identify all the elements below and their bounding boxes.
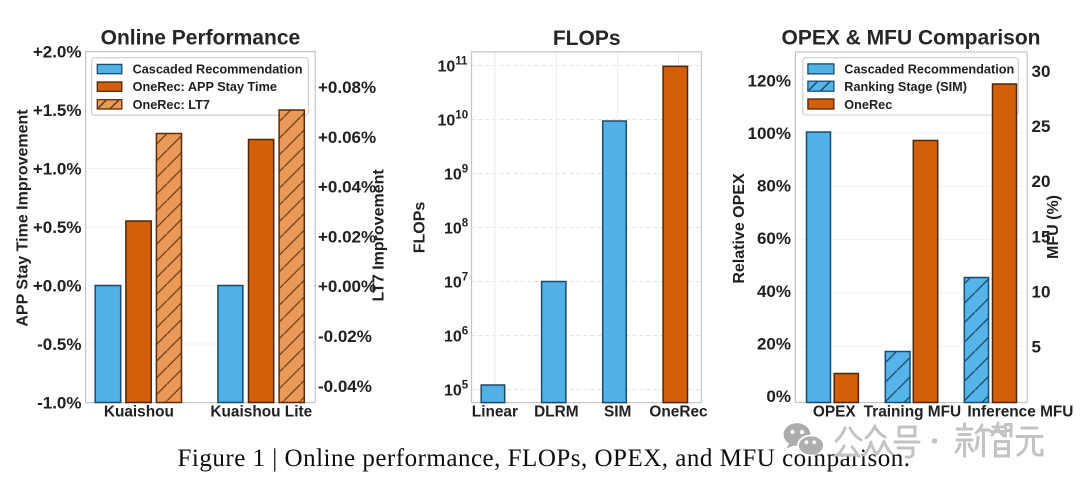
svg-text:Kuaishou Lite: Kuaishou Lite xyxy=(210,404,312,421)
svg-text:-0.5%: -0.5% xyxy=(37,335,81,354)
svg-text:25: 25 xyxy=(1032,117,1051,136)
svg-text:Online Performance: Online Performance xyxy=(101,26,301,49)
svg-text:20%: 20% xyxy=(757,334,791,353)
svg-text:+1.0%: +1.0% xyxy=(33,160,82,179)
svg-text:OPEX & MFU Comparison: OPEX & MFU Comparison xyxy=(781,26,1040,49)
svg-text:+0.02%: +0.02% xyxy=(318,227,376,246)
svg-text:OneRec: APP Stay Time: OneRec: APP Stay Time xyxy=(133,80,277,94)
svg-text:-0.04%: -0.04% xyxy=(318,377,372,396)
svg-text:FLOPs: FLOPs xyxy=(412,202,429,254)
svg-text:DLRM: DLRM xyxy=(534,404,578,421)
svg-text:OneRec: OneRec xyxy=(649,404,708,421)
svg-text:SIM: SIM xyxy=(604,404,631,421)
svg-text:+0.08%: +0.08% xyxy=(318,78,376,97)
svg-text:0%: 0% xyxy=(766,387,791,406)
svg-text:20: 20 xyxy=(1032,172,1051,191)
svg-text:Figure 1 | Online performance,: Figure 1 | Online performance, FLOPs, OP… xyxy=(178,445,911,472)
svg-text:10: 10 xyxy=(1032,282,1051,301)
svg-text:APP Stay Time Improvement: APP Stay Time Improvement xyxy=(15,109,32,327)
svg-text:Cascaded Recommendation: Cascaded Recommendation xyxy=(844,63,1014,77)
svg-text:+0.00%: +0.00% xyxy=(318,277,376,296)
svg-text:-1.0%: -1.0% xyxy=(37,394,81,413)
svg-text:+0.04%: +0.04% xyxy=(318,178,376,197)
svg-text:+1.5%: +1.5% xyxy=(33,101,82,120)
svg-text:100%: 100% xyxy=(748,124,791,143)
svg-text:40%: 40% xyxy=(757,282,791,301)
svg-text:60%: 60% xyxy=(757,229,791,248)
svg-text:OneRec: LT7: OneRec: LT7 xyxy=(133,98,210,112)
svg-text:-0.02%: -0.02% xyxy=(318,327,372,346)
svg-text:Kuaishou: Kuaishou xyxy=(104,404,174,421)
svg-text:LT7 Improvement: LT7 Improvement xyxy=(371,169,388,302)
svg-text:30: 30 xyxy=(1032,62,1051,81)
svg-text:+0.5%: +0.5% xyxy=(33,218,82,237)
svg-text:Inference MFU: Inference MFU xyxy=(967,404,1073,421)
svg-text:120%: 120% xyxy=(748,71,791,90)
svg-text:+0.06%: +0.06% xyxy=(318,128,376,147)
svg-text:+2.0%: +2.0% xyxy=(33,43,82,62)
svg-text:15: 15 xyxy=(1032,227,1051,246)
svg-text:Cascaded Recommendation: Cascaded Recommendation xyxy=(133,63,303,77)
svg-text:OPEX: OPEX xyxy=(813,404,857,421)
svg-text:Linear: Linear xyxy=(472,404,518,421)
svg-text:Ranking Stage (SIM): Ranking Stage (SIM) xyxy=(844,80,967,94)
svg-text:+0.0%: +0.0% xyxy=(33,277,82,296)
svg-text:FLOPs: FLOPs xyxy=(553,27,621,50)
svg-text:80%: 80% xyxy=(757,177,791,196)
svg-text:5: 5 xyxy=(1032,338,1041,357)
svg-text:Training MFU: Training MFU xyxy=(864,404,961,421)
svg-text:OneRec: OneRec xyxy=(844,98,892,112)
svg-text:Relative OPEX: Relative OPEX xyxy=(731,173,748,284)
svg-text:MFU (%): MFU (%) xyxy=(1045,195,1062,259)
